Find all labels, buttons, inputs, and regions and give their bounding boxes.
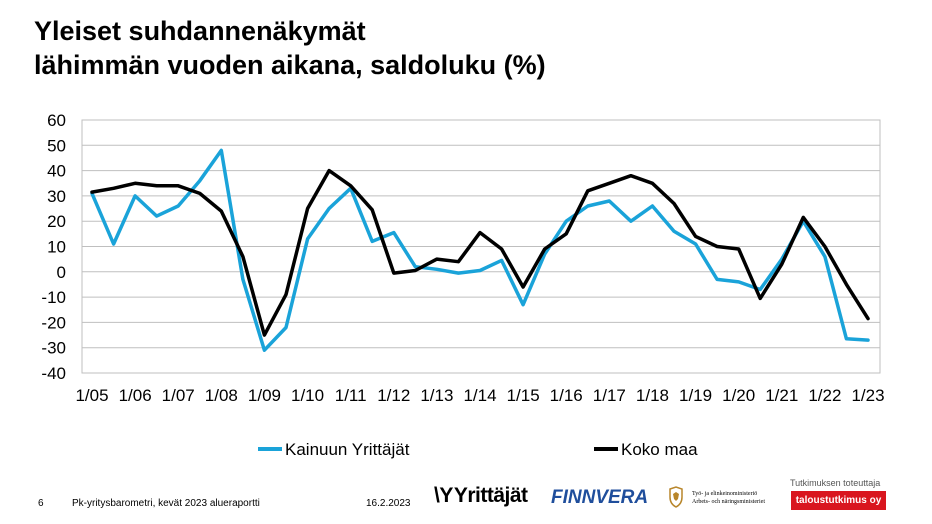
yrittajat-logo-text: Yrittäjät — [453, 484, 528, 507]
x-tick-label: 1/15 — [507, 386, 540, 405]
plot-frame — [81, 119, 881, 374]
slide-title-line-1: Yleiset suhdannenäkymät — [34, 16, 366, 46]
slide-title-line-2: lähimmän vuoden aikana, saldoluku (%) — [34, 50, 546, 80]
ministry-name-fi: Työ- ja elinkeinoministeriö — [692, 491, 758, 497]
x-tick-label: 1/14 — [463, 386, 496, 405]
x-tick-label: 1/07 — [162, 386, 195, 405]
y-tick-label: 30 — [47, 187, 66, 206]
series-line-koko-maa — [90, 168, 870, 337]
x-tick-label: 1/17 — [593, 386, 626, 405]
x-tick-label: 1/20 — [722, 386, 755, 405]
x-tick-label: 1/19 — [679, 386, 712, 405]
slide-title: Yleiset suhdannenäkymät lähimmän vuoden … — [34, 14, 546, 82]
x-tick-label: 1/22 — [808, 386, 841, 405]
y-tick-label: -20 — [41, 313, 66, 332]
legend-label: Koko maa — [621, 440, 698, 459]
legend-label: Kainuun Yrittäjät — [285, 440, 410, 459]
x-tick-label: 1/05 — [75, 386, 108, 405]
y-tick-label: 60 — [47, 111, 66, 130]
line-chart: 60 50 40 30 20 10 0 -10 -20 -30 -40 1/05 1/06 1/07 1/0… — [41, 111, 884, 459]
x-tick-label: 1/06 — [119, 386, 152, 405]
x-tick-label: 1/12 — [377, 386, 410, 405]
x-tick-label: 1/09 — [248, 386, 281, 405]
x-tick-label: 1/11 — [335, 386, 367, 405]
y-tick-label: -10 — [41, 288, 66, 307]
x-tick-label: 1/10 — [291, 386, 324, 405]
y-tick-label: -40 — [41, 364, 66, 383]
y-tick-label: 20 — [47, 212, 66, 231]
y-tick-label: 10 — [47, 238, 66, 257]
x-tick-label: 1/23 — [851, 386, 884, 405]
x-tick-label: 1/21 — [765, 386, 798, 405]
page-number: 6 — [38, 498, 44, 509]
taloustutkimus-logo: taloustutkimus oy — [791, 491, 886, 510]
ministry-name-sv: Arbets- och näringsministeriet — [692, 499, 765, 505]
research-label: Tutkimuksen toteuttaja — [790, 478, 881, 488]
yrittajat-logo: \YYrittäjät — [434, 484, 528, 508]
x-tick-label: 1/08 — [205, 386, 238, 405]
y-tick-label: 40 — [47, 162, 66, 181]
finnvera-logo: FINNVERA — [551, 487, 649, 508]
report-name: Pk-yritysbarometri, kevät 2023 aluerapor… — [72, 498, 260, 509]
y-tick-label: 0 — [57, 263, 66, 282]
x-tick-label: 1/16 — [550, 386, 583, 405]
y-tick-label: -30 — [41, 339, 66, 358]
report-date: 16.2.2023 — [366, 498, 411, 509]
y-tick-label: 50 — [47, 136, 66, 155]
series-line-kainuun-yrittajat — [90, 148, 870, 352]
x-tick-label: 1/13 — [420, 386, 453, 405]
x-tick-label: 1/18 — [636, 386, 669, 405]
yrittajat-logo-mark: \Y — [434, 484, 453, 507]
lion-crest-icon — [669, 486, 683, 508]
